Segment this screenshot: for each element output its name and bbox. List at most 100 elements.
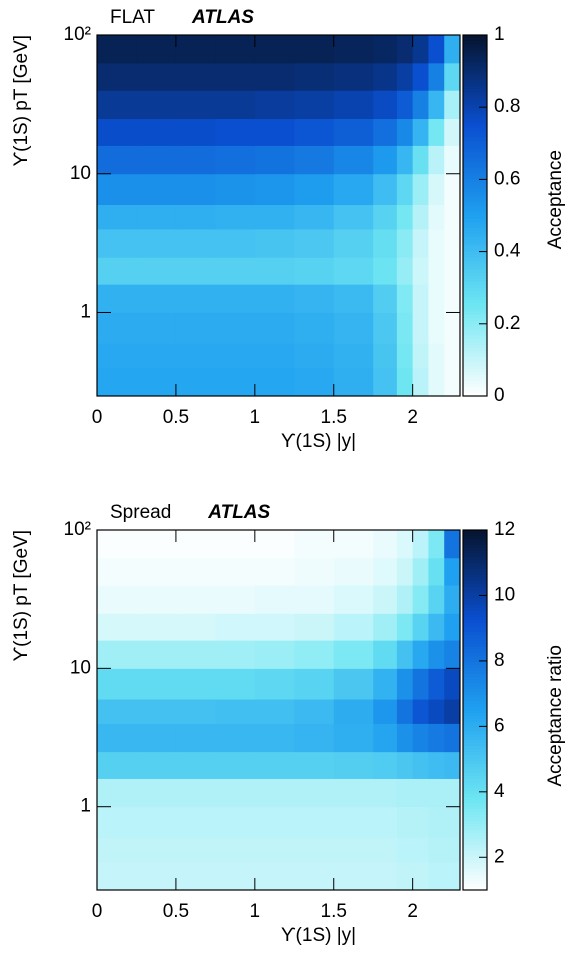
heatmap-cell bbox=[428, 367, 445, 397]
heatmap-cell bbox=[412, 751, 429, 779]
colorbar-strip bbox=[463, 389, 487, 394]
heatmap-cell bbox=[136, 367, 177, 397]
heatmap-cell bbox=[254, 751, 295, 779]
heatmap-cell bbox=[294, 861, 335, 891]
colorbar-strip bbox=[463, 851, 487, 855]
heatmap-cell bbox=[428, 751, 445, 779]
colorbar-strip bbox=[463, 674, 487, 678]
colorbar-strip bbox=[463, 95, 487, 99]
colorbar-strip bbox=[463, 881, 487, 885]
colorbar-strip bbox=[463, 590, 487, 594]
colorbar-strip bbox=[463, 263, 487, 268]
colorbar-strip bbox=[463, 335, 487, 340]
colorbar-strip bbox=[463, 248, 487, 253]
heatmap-cell bbox=[373, 699, 398, 724]
colorbar-strip bbox=[463, 545, 487, 549]
heatmap-cell bbox=[175, 861, 216, 891]
colorbar-strip bbox=[463, 785, 487, 789]
heatmap-cell bbox=[412, 640, 429, 669]
heatmap-cell bbox=[136, 699, 177, 724]
colorbar-strip bbox=[463, 293, 487, 298]
colorbar-strip bbox=[463, 284, 487, 289]
heatmap-cell bbox=[396, 723, 414, 753]
colorbar-strip bbox=[463, 629, 487, 633]
colorbar-strip bbox=[463, 641, 487, 645]
colorbar-strip bbox=[463, 665, 487, 669]
heatmap-cell bbox=[396, 861, 414, 891]
colorbar-tick-label: 0.6 bbox=[494, 168, 520, 189]
heatmap-cell bbox=[175, 35, 216, 64]
colorbar-strip bbox=[463, 869, 487, 873]
heatmap-cell bbox=[215, 312, 256, 344]
colorbar-strip bbox=[463, 191, 487, 196]
heatmap-cell bbox=[444, 557, 461, 586]
colorbar-strip bbox=[463, 128, 487, 132]
colorbar-strip bbox=[463, 533, 487, 537]
colorbar-strip bbox=[463, 671, 487, 675]
colorbar-strip bbox=[463, 782, 487, 786]
heatmap-cell bbox=[444, 613, 461, 641]
heatmap-cell bbox=[333, 530, 374, 559]
heatmap-cell bbox=[136, 585, 177, 614]
colorbar-strip bbox=[463, 842, 487, 846]
heatmap-cell bbox=[175, 367, 216, 397]
colorbar-strip bbox=[463, 104, 487, 108]
colorbar-strip bbox=[463, 110, 487, 114]
colorbar-strip bbox=[463, 860, 487, 864]
heatmap-cell bbox=[175, 257, 216, 285]
colorbar-strip bbox=[463, 236, 487, 241]
heatmap-cell bbox=[254, 204, 295, 230]
heatmap-cell bbox=[175, 530, 216, 559]
colorbar-strip bbox=[463, 47, 487, 51]
heatmap-cell bbox=[294, 312, 335, 344]
colorbar-strip bbox=[463, 656, 487, 660]
heatmap-cell bbox=[97, 343, 137, 369]
heatmap-cell bbox=[333, 557, 374, 586]
colorbar-strip bbox=[463, 275, 487, 280]
colorbar-strip bbox=[463, 536, 487, 540]
colorbar-strip bbox=[463, 605, 487, 609]
colorbar-tick-label: 0.2 bbox=[494, 313, 520, 334]
heatmap-cell bbox=[333, 343, 374, 369]
colorbar-strip bbox=[463, 542, 487, 546]
heatmap-cell bbox=[333, 751, 374, 779]
heatmap-cell bbox=[97, 837, 137, 863]
heatmap-cell bbox=[294, 640, 335, 669]
x-axis-label: ϒ(1S) |y| bbox=[281, 925, 356, 946]
heatmap-cell bbox=[136, 751, 177, 779]
heatmap-cell bbox=[444, 585, 461, 614]
colorbar-strip bbox=[463, 608, 487, 612]
heatmap-cell bbox=[136, 640, 177, 669]
colorbar-strip bbox=[463, 584, 487, 588]
heatmap-cell bbox=[396, 778, 414, 808]
heatmap-cell bbox=[396, 173, 414, 206]
x-tick-label: 0.5 bbox=[163, 407, 189, 428]
heatmap-cell bbox=[373, 640, 398, 669]
heatmap-cell bbox=[333, 613, 374, 641]
colorbar-strip bbox=[463, 386, 487, 391]
colorbar-strip bbox=[463, 119, 487, 123]
heatmap-cell bbox=[412, 257, 429, 285]
heatmap-cell bbox=[412, 613, 429, 641]
heatmap-cell bbox=[175, 699, 216, 724]
colorbar-tick-label: 0 bbox=[494, 385, 505, 406]
heatmap-cell bbox=[373, 343, 398, 369]
heatmap-cell bbox=[136, 837, 177, 863]
heatmap-cell bbox=[136, 90, 177, 120]
experiment-label: ATLAS bbox=[207, 502, 270, 523]
colorbar-strip bbox=[463, 371, 487, 376]
heatmap-cell bbox=[412, 204, 429, 230]
colorbar-strip bbox=[463, 158, 487, 162]
colorbar-strip bbox=[463, 764, 487, 768]
heatmap-cell bbox=[428, 640, 445, 669]
colorbar-strip bbox=[463, 704, 487, 708]
colorbar-strip bbox=[463, 755, 487, 759]
heatmap-cell bbox=[215, 145, 256, 175]
heatmap-cell bbox=[373, 204, 398, 230]
colorbar-strip bbox=[463, 347, 487, 352]
heatmap-cell bbox=[97, 204, 137, 230]
y-axis-label: ϒ(1S) pT [GeV] bbox=[11, 35, 32, 167]
colorbar-strip bbox=[463, 332, 487, 337]
heatmap-cell bbox=[254, 118, 295, 146]
colorbar-strip bbox=[463, 143, 487, 147]
